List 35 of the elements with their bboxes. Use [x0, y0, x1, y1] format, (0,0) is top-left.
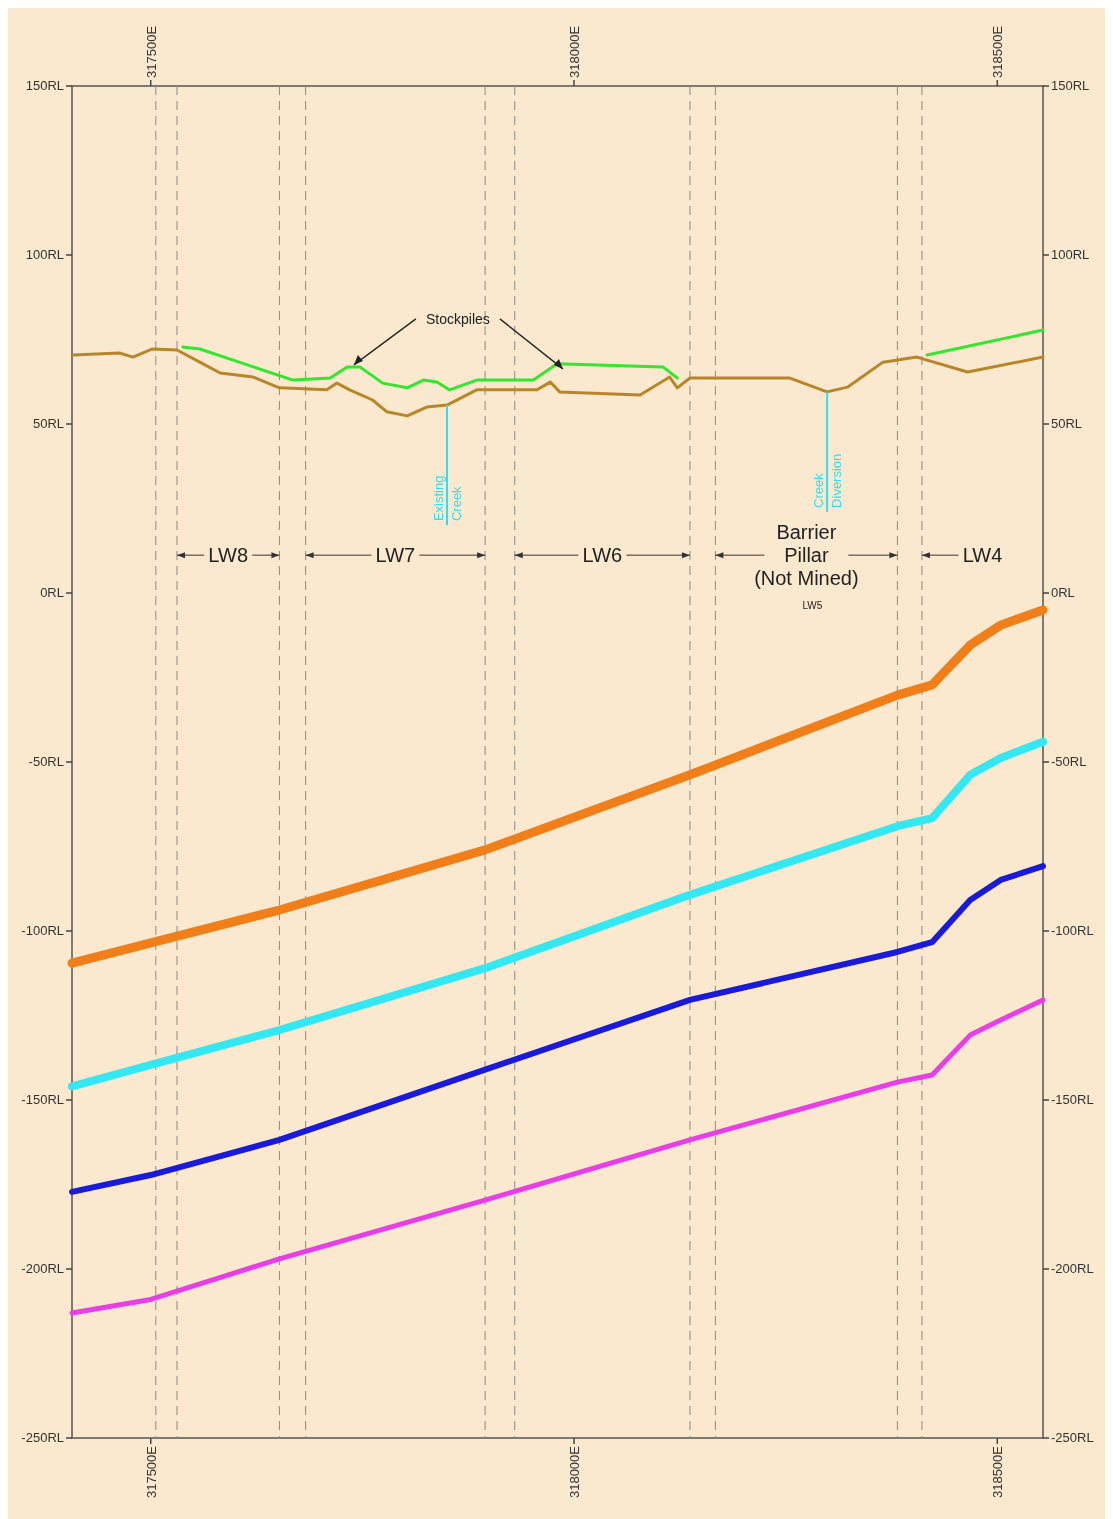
annotation: Existing Creek [431, 475, 465, 522]
y2-tick-label: 150RL [1051, 78, 1090, 94]
annotation: Stockpiles [426, 310, 490, 327]
y2-tick-label: -200RL [1051, 1261, 1094, 1277]
annotation: Creek Diversion [811, 453, 845, 508]
annotation: LW5 [802, 599, 823, 611]
y2-tick-label: 50RL [1051, 416, 1083, 432]
y-tick-label: 50RL [32, 416, 64, 432]
annotation: LW8 [208, 544, 249, 567]
y2-tick-label: 0RL [1051, 585, 1075, 601]
x2-tick-label: 317500E [143, 25, 159, 78]
x-tick-label: 317500E [143, 1445, 159, 1499]
y-tick-label: 100RL [25, 247, 64, 263]
y-tick-label: 0RL [40, 585, 64, 601]
y2-tick-label: 100RL [1051, 247, 1090, 263]
y-tick-label: -100RL [21, 923, 64, 939]
line-series [181, 345, 679, 392]
annotation: LW7 [375, 544, 416, 567]
x-tick-label: 318000E [567, 1445, 583, 1499]
annotation: LW6 [582, 544, 623, 567]
x-tick-label: 318500E [990, 1445, 1006, 1499]
annotation: Barrier Pillar (Not Mined) [754, 521, 859, 590]
annotation: LW4 [962, 544, 1003, 567]
y-tick-label: -200RL [21, 1261, 64, 1277]
y2-tick-label: -250RL [1051, 1430, 1094, 1446]
y2-tick-label: -100RL [1051, 923, 1094, 939]
y-tick-label: 150RL [25, 78, 64, 94]
y-tick-label: -50RL [28, 754, 64, 770]
x2-tick-label: 318000E [567, 25, 583, 78]
x2-tick-label: 318500E [990, 25, 1006, 78]
y2-tick-label: -150RL [1051, 1092, 1094, 1108]
y2-tick-label: -50RL [1051, 754, 1087, 770]
y-tick-label: -150RL [21, 1092, 64, 1108]
y-tick-label: -250RL [21, 1430, 64, 1446]
line-series [71, 347, 1045, 418]
